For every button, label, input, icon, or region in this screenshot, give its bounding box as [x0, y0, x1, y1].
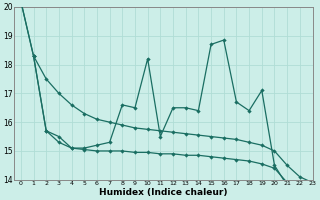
X-axis label: Humidex (Indice chaleur): Humidex (Indice chaleur) — [99, 188, 228, 197]
